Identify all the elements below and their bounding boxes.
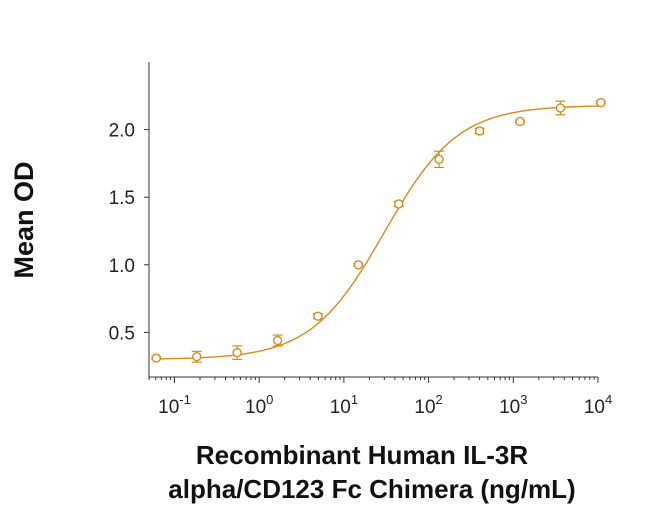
- x-tick-exponent: -1: [179, 392, 191, 407]
- y-tick-label: 1.5: [109, 188, 135, 209]
- x-tick-label: 101: [330, 392, 358, 418]
- x-tick-label: 103: [499, 392, 527, 418]
- data-point-marker: [151, 353, 162, 363]
- data-point-marker: [434, 154, 444, 165]
- x-tick-exponent: 2: [436, 392, 443, 407]
- data-point-marker: [394, 199, 404, 209]
- fit-curve: [156, 105, 601, 360]
- data-point-marker: [313, 311, 323, 321]
- y-axis-label: Mean OD: [9, 161, 39, 278]
- data-points-layer: [151, 97, 606, 363]
- x-tick-label: 102: [414, 392, 442, 418]
- x-tick-exponent: 0: [266, 392, 273, 407]
- data-point: [272, 334, 283, 347]
- data-point-marker: [474, 126, 485, 136]
- x-tick-label: 10-1: [158, 392, 191, 418]
- x-tick-base: 10: [499, 397, 520, 418]
- data-point-marker: [515, 116, 525, 127]
- x-tick-base: 10: [158, 397, 179, 418]
- data-point: [151, 353, 162, 363]
- y-tick-label: 0.5: [109, 323, 135, 344]
- x-tick-base: 10: [584, 397, 605, 418]
- data-point: [474, 126, 485, 136]
- data-point-marker: [555, 103, 566, 113]
- data-point: [515, 116, 526, 127]
- data-point-marker: [596, 97, 606, 108]
- data-point: [353, 260, 364, 270]
- data-point: [393, 199, 404, 209]
- data-point: [555, 100, 566, 116]
- x-axis-label-line-2: alpha/CD123 Fc Chimera (ng/mL): [168, 474, 575, 504]
- data-point-marker: [353, 260, 364, 270]
- x-tick-base: 10: [245, 397, 266, 418]
- data-point: [434, 150, 445, 169]
- x-tick-exponent: 1: [351, 392, 358, 407]
- data-point-marker: [192, 352, 202, 362]
- data-point: [595, 97, 606, 108]
- data-point: [191, 350, 202, 363]
- x-tick-label: 104: [584, 392, 612, 418]
- axis-labels: Mean OD Recombinant Human IL-3R alpha/CD…: [9, 161, 576, 504]
- x-tick-exponent: 3: [520, 392, 527, 407]
- axes: 0.51.01.52.010-1 100 101 102 103 104: [109, 62, 612, 418]
- data-point: [312, 311, 323, 321]
- x-tick-base: 10: [330, 397, 351, 418]
- data-point-marker: [272, 335, 283, 346]
- x-tick-label: 100: [245, 392, 273, 418]
- x-tick-exponent: 4: [605, 392, 612, 407]
- x-axis-label-line-1: Recombinant Human IL-3R: [196, 440, 528, 470]
- data-point-marker: [232, 347, 242, 358]
- y-tick-label: 2.0: [109, 121, 135, 142]
- fit-curve-layer: [156, 105, 601, 360]
- data-point: [232, 345, 243, 361]
- y-tick-label: 1.0: [109, 256, 135, 277]
- x-tick-base: 10: [414, 397, 435, 418]
